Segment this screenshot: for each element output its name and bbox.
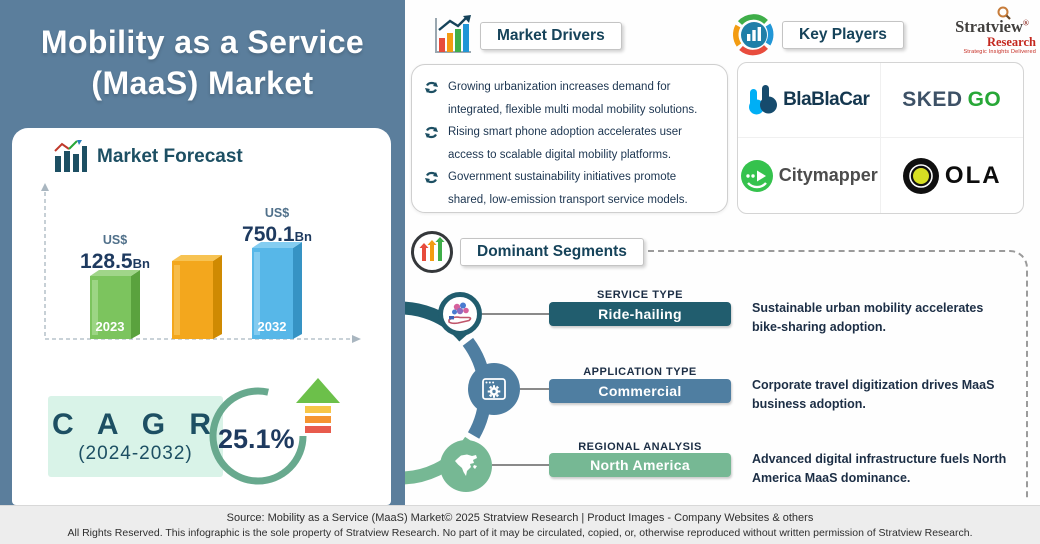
footer-source: Source: Mobility as a Service (MaaS) Mar…	[226, 512, 814, 524]
key-players-header: Key Players	[732, 13, 904, 57]
driver-item-3: Government sustainability initiatives pr…	[425, 166, 715, 211]
north-america-map-icon	[455, 454, 477, 476]
hand-network-icon	[448, 302, 472, 325]
app-window-gear-icon	[482, 378, 506, 400]
ola-wordmark: OLA	[944, 161, 1002, 189]
key-players-card: BlaBlaCar SKED GO Citymapper OLA	[737, 62, 1024, 214]
blablacar-icon	[749, 85, 778, 115]
skedgo-wordmark-sked: SKED	[902, 88, 963, 111]
sync-arrows-icon	[425, 126, 438, 139]
bar-middle	[172, 255, 222, 339]
svg-text:2023: 2023	[96, 319, 125, 334]
unit-2032: Bn	[294, 228, 312, 244]
brand-research: Research	[986, 34, 1036, 49]
driver-item-2: Rising smart phone adoption accelerates …	[425, 121, 715, 166]
bar-2032: 2032	[252, 242, 302, 339]
sync-arrows-icon	[425, 81, 438, 94]
segment-category-2: APPLICATION TYPE	[583, 366, 697, 378]
sync-arrows-icon	[425, 171, 438, 184]
market-drivers-icon	[435, 15, 471, 53]
page-title-line1: Mobility as a Service	[40, 24, 365, 60]
footer: Source: Mobility as a Service (MaaS) Mar…	[0, 505, 1040, 544]
skedgo-wordmark-go: GO	[967, 88, 1002, 111]
cagr-period: (2024-2032)	[78, 443, 193, 464]
driver-text-3: Government sustainability initiatives pr…	[448, 171, 688, 206]
dominant-segments-header: Dominant Segments	[410, 230, 644, 274]
citymapper-icon	[740, 159, 773, 192]
connector-line-1	[482, 313, 549, 315]
page-title-line2: (MaaS) Market	[91, 64, 314, 101]
market-drivers-title: Market Drivers	[480, 22, 622, 50]
logo-skedgo: SKED GO	[880, 63, 1023, 138]
segments-dashed-frame	[648, 250, 1028, 498]
market-forecast-card: Market Forecast 2023	[12, 128, 391, 505]
stratview-logo: Stratview® Research Strategic Insights D…	[948, 6, 1036, 55]
value-label-2032: US$ 750.1Bn	[225, 206, 329, 246]
cagr-label: C A G R	[51, 408, 220, 441]
driver-text-2: Rising smart phone adoption accelerates …	[448, 126, 682, 161]
logo-ola: OLA	[881, 138, 1024, 213]
segment-category-3: REGIONAL ANALYSIS	[578, 441, 702, 453]
brand-tagline: Strategic Insights Delivered	[963, 49, 1036, 56]
blablacar-wordmark: BlaBlaCar	[783, 89, 870, 110]
segment-value-ride-hailing: Ride-hailing	[549, 302, 731, 326]
connector-line-3	[492, 464, 549, 466]
currency-2023: US$	[102, 233, 128, 247]
segment-value-commercial: Commercial	[549, 379, 731, 403]
value-label-2023: US$ 128.5Bn	[63, 233, 167, 273]
segment-icon-north-america	[440, 440, 492, 492]
bar-2023: 2023	[90, 270, 140, 339]
cagr-ring	[209, 387, 307, 485]
svg-text:2032: 2032	[258, 319, 287, 334]
driver-text-1: Growing urbanization increases demand fo…	[448, 81, 698, 116]
segment-icon-ride-hailing	[438, 292, 482, 336]
driver-item-1: Growing urbanization increases demand fo…	[425, 76, 715, 121]
market-forecast-header: Market Forecast	[52, 140, 243, 174]
magnifier-icon	[997, 6, 1011, 20]
segment-desc-3: Advanced digital infrastructure fuels No…	[752, 452, 1007, 485]
value-2032: 750.1	[242, 222, 295, 246]
footer-rights: All Rights Reserved. This infographic is…	[67, 527, 973, 539]
logo-citymapper: Citymapper	[738, 138, 881, 213]
market-forecast-title: Market Forecast	[97, 146, 243, 167]
dominant-segments-icon	[411, 231, 453, 273]
ola-icon	[902, 157, 939, 194]
left-panel: Mobility as a Service (MaaS) Market Mark…	[0, 0, 405, 505]
cagr-badge: C A G R (2024-2032)	[48, 396, 223, 477]
key-players-title: Key Players	[782, 21, 904, 49]
registered-mark: ®	[1022, 18, 1029, 28]
value-2023: 128.5	[80, 249, 133, 273]
key-players-icon	[733, 14, 774, 56]
cagr-value: 25.1%	[218, 424, 295, 454]
currency-2032: US$	[264, 206, 290, 220]
unit-2023: Bn	[132, 255, 150, 271]
market-drivers-header: Market Drivers	[430, 14, 622, 58]
market-drivers-card: Growing urbanization increases demand fo…	[411, 64, 728, 213]
segment-desc-1: Sustainable urban mobility accelerates b…	[752, 301, 984, 334]
citymapper-wordmark: Citymapper	[778, 165, 878, 185]
segment-icon-commercial	[468, 363, 520, 415]
connector-line-2	[520, 388, 549, 390]
logo-blablacar: BlaBlaCar	[738, 63, 881, 138]
forecast-bar-chart: 2023 2032	[41, 183, 361, 343]
page-title: Mobility as a Service (MaaS) Market	[0, 22, 405, 104]
segment-value-north-america: North America	[549, 453, 731, 477]
dominant-segments-title: Dominant Segments	[460, 238, 644, 266]
brand-name: Stratview®	[955, 17, 1029, 36]
bar-chart-trend-icon	[54, 140, 87, 172]
growth-arrow-icon	[296, 378, 340, 433]
segment-desc-2: Corporate travel digitization drives Maa…	[752, 378, 995, 411]
segment-category-1: SERVICE TYPE	[597, 289, 683, 301]
